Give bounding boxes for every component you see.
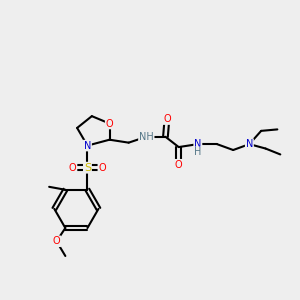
Text: N: N [246, 139, 253, 149]
Text: N: N [194, 139, 202, 149]
Text: O: O [106, 118, 113, 128]
Text: O: O [98, 163, 106, 173]
Text: S: S [84, 163, 91, 173]
Text: H: H [194, 147, 202, 157]
Text: O: O [53, 236, 60, 246]
Text: N: N [84, 141, 91, 151]
Text: O: O [69, 163, 76, 173]
Text: O: O [175, 160, 182, 170]
Text: O: O [163, 114, 171, 124]
Text: NH: NH [139, 132, 154, 142]
